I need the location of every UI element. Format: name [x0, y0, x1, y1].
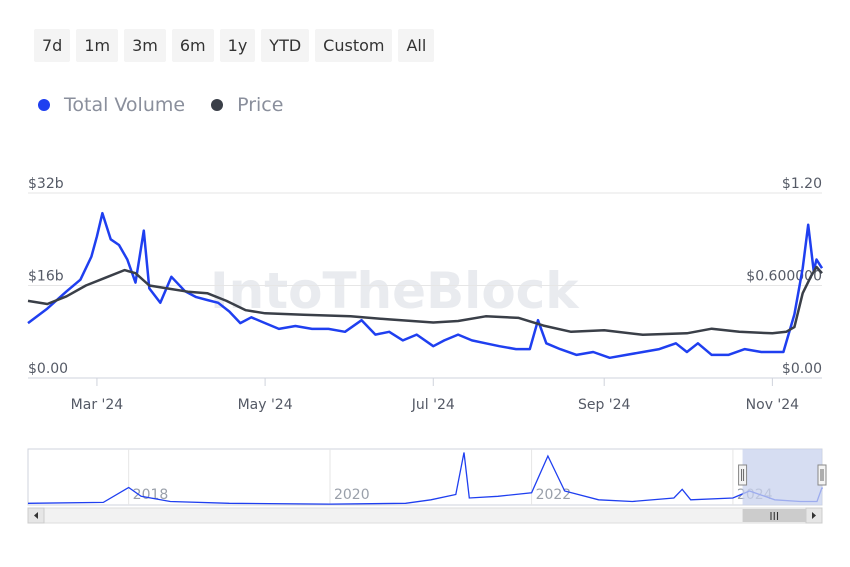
range-button-1m[interactable]: 1m — [76, 29, 119, 62]
series-line-price — [27, 265, 823, 337]
watermark-text: IntoTheBlock — [210, 262, 580, 320]
range-button-6m[interactable]: 6m — [171, 29, 214, 62]
legend-label-price: Price — [237, 94, 284, 116]
scrollbar[interactable]: III — [27, 507, 823, 524]
x-tick-label: Jul '24 — [411, 397, 455, 413]
range-button-3m[interactable]: 3m — [124, 29, 166, 62]
range-button-1y[interactable]: 1y — [219, 29, 256, 62]
scroll-left-arrow-icon — [34, 512, 38, 519]
range-button-all[interactable]: All — [398, 29, 435, 62]
scrollbar-track — [27, 507, 823, 524]
navigator-frame — [27, 448, 823, 506]
scrollbar-thumb — [742, 509, 806, 522]
navigator-tick-label: 2020 — [334, 487, 370, 503]
range-button-custom[interactable]: Custom — [315, 29, 393, 62]
x-tick-label: Nov '24 — [746, 397, 800, 413]
scrollbar-grip-icon: III — [769, 510, 779, 523]
legend-dot-icon — [38, 99, 50, 111]
navigator-handle-left[interactable] — [738, 464, 748, 486]
y-left-tick-label: $0.00 — [28, 361, 68, 377]
legend-item-price[interactable]: Price — [211, 94, 283, 116]
grid-lines — [28, 192, 822, 379]
navigator[interactable]: 2018202020222024III — [27, 448, 827, 524]
range-button-ytd[interactable]: YTD — [261, 29, 310, 62]
scroll-right-arrow-icon — [812, 512, 816, 519]
y-right-tick-label: $1.20 — [782, 176, 822, 192]
navigator-handle-right[interactable] — [817, 464, 827, 486]
x-tick-label: May '24 — [238, 397, 293, 413]
handle-body — [817, 464, 827, 486]
y-right-tick-label: $0.00 — [782, 361, 822, 377]
range-button-7d[interactable]: 7d — [34, 29, 71, 62]
legend-dot-icon — [211, 99, 224, 111]
navigator-tick-label: 2022 — [536, 487, 572, 503]
y-left-tick-label: $32b — [28, 176, 64, 192]
legend-label-total-volume: Total Volume — [64, 94, 186, 116]
y-left-tick-label: $16b — [28, 269, 64, 285]
handle-body — [738, 464, 748, 486]
legend-item-total-volume[interactable]: Total Volume — [38, 94, 185, 116]
range-selector: 7d 1m 3m 6m 1y YTD Custom All — [34, 29, 435, 62]
series-layer — [27, 211, 824, 360]
chart-legend: Total Volume Price — [38, 94, 283, 116]
series-line-total-volume — [27, 211, 824, 360]
x-tick-label: Sep '24 — [578, 397, 631, 413]
navigator-selection — [742, 449, 822, 505]
x-tick-label: Mar '24 — [71, 397, 124, 413]
